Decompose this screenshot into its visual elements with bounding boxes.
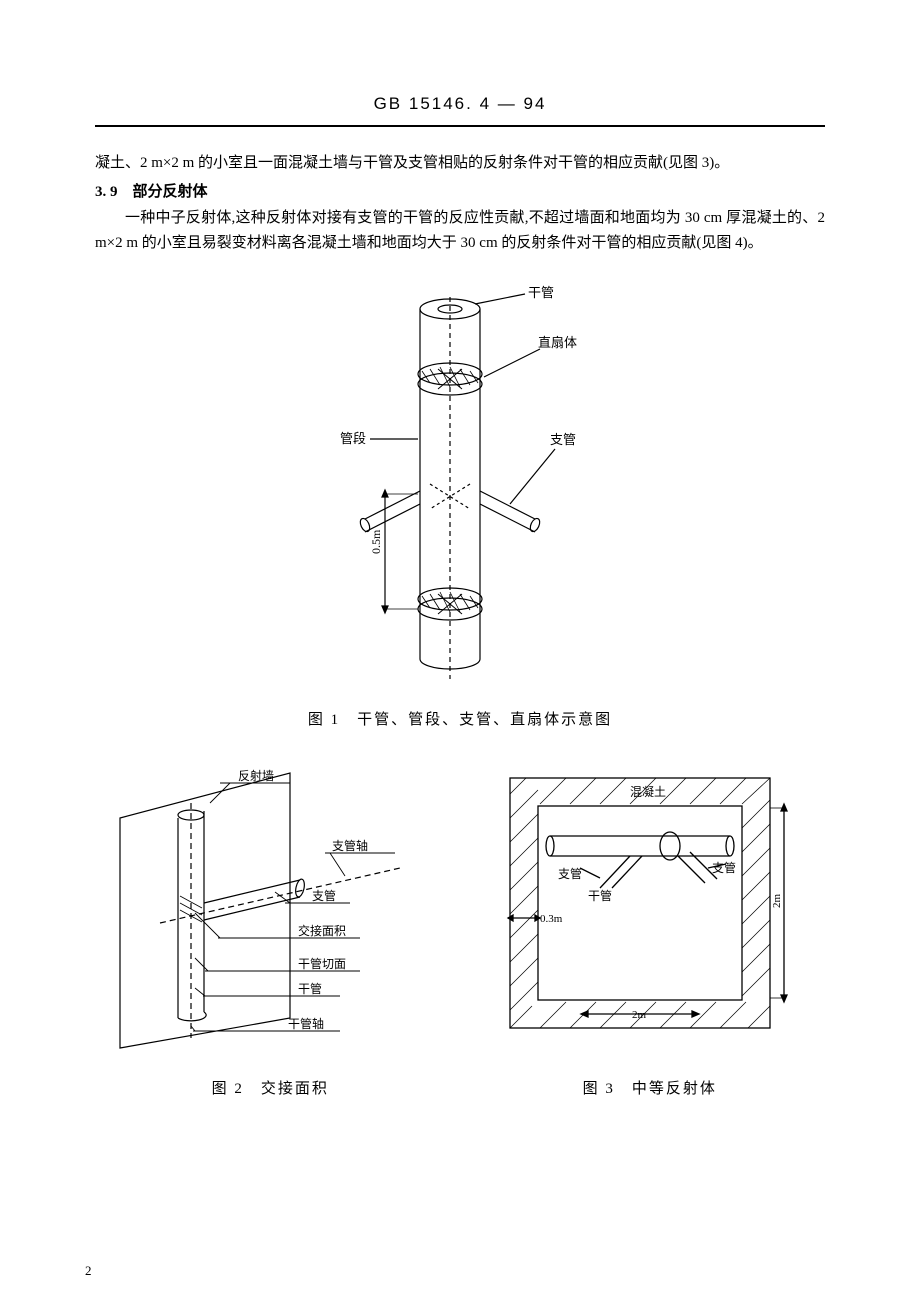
fig3-label-conc: 混凝土 — [630, 784, 666, 799]
page-number: 2 — [85, 1260, 92, 1282]
fig2-label-zhou: 支管轴 — [332, 838, 368, 853]
figure-1-caption: 图 1 干管、管段、支管、直扇体示意图 — [95, 708, 825, 734]
paragraph-3-9: 一种中子反射体,这种反射体对接有支管的干管的反应性贡献,不超过墙面和地面均为 3… — [95, 206, 825, 257]
fig3-label-gan: 干管 — [588, 888, 612, 903]
fig2-label-gan: 干管 — [298, 981, 322, 996]
figure-3: 混凝土 支管 支管 干管 0.3m 2m 2m 图 3 中等反射体 — [475, 748, 825, 1103]
fig1-label-zhi: 支管 — [550, 432, 576, 447]
fig2-label-ganzhou: 干管轴 — [288, 1016, 324, 1031]
fig3-label-zhi-l: 支管 — [558, 866, 582, 881]
section-title: 部分反射体 — [133, 184, 208, 200]
figure-2-caption: 图 2 交接面积 — [95, 1077, 445, 1103]
fig2-label-qie: 干管切面 — [298, 956, 346, 971]
fig3-dim-03: 0.3m — [540, 913, 563, 925]
fig2-label-zhi: 支管 — [312, 888, 336, 903]
section-3-9-heading: 3. 9 部分反射体 — [95, 180, 825, 206]
fig2-label-area: 交接面积 — [298, 923, 346, 938]
figure-1: 干管 直扇体 支管 管段 0.5m 图 1 干管、管段、支管、直扇体示意图 — [95, 279, 825, 734]
figure-2: 反射墙 支管轴 支管 交接面积 干管切面 干管 干管轴 图 2 交接面积 — [95, 748, 445, 1103]
fig1-label-gan: 干管 — [528, 285, 554, 300]
paragraph-cont: 凝土、2 m×2 m 的小室且一面混凝土墙与干管及支管相贴的反射条件对干管的相应… — [95, 151, 825, 177]
fig3-dim-2a: 2m — [632, 1009, 647, 1021]
fig3-label-zhi-r: 支管 — [712, 860, 736, 875]
fig1-label-duan: 管段 — [340, 431, 366, 446]
figure-row: 反射墙 支管轴 支管 交接面积 干管切面 干管 干管轴 图 2 交接面积 — [95, 748, 825, 1103]
fig3-dim-2b: 2m — [771, 893, 783, 908]
fig2-label-wall: 反射墙 — [238, 768, 274, 783]
figure-3-caption: 图 3 中等反射体 — [475, 1077, 825, 1103]
section-num: 3. 9 — [95, 184, 118, 200]
page-header: GB 15146. 4 — 94 — [95, 90, 825, 127]
fig1-dim: 0.5m — [369, 529, 383, 554]
fig1-label-shan: 直扇体 — [538, 335, 577, 350]
